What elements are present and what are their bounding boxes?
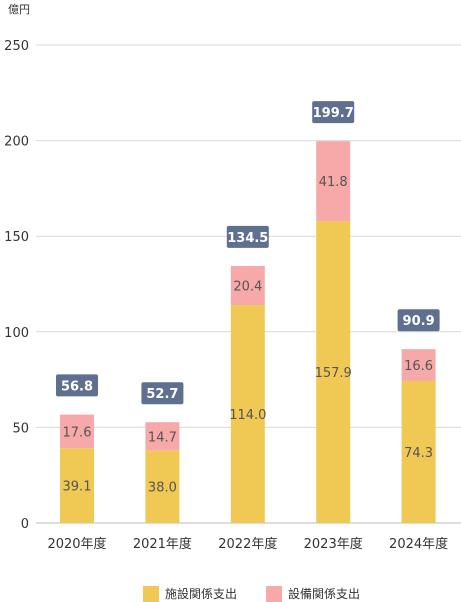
data-label: 114.0 bbox=[229, 408, 266, 423]
bar-segment-facility bbox=[230, 305, 265, 523]
legend-swatch-facility bbox=[143, 586, 159, 602]
x-tick-label: 2021年度 bbox=[133, 536, 192, 552]
data-label: 74.3 bbox=[404, 446, 433, 461]
x-tick-label: 2020年度 bbox=[47, 536, 106, 552]
total-badge bbox=[312, 101, 355, 124]
bars-layer bbox=[60, 141, 436, 523]
y-tick-label: 50 bbox=[12, 421, 29, 436]
total-badge bbox=[397, 309, 440, 332]
data-label: 16.6 bbox=[404, 359, 433, 374]
y-tick-label: 100 bbox=[4, 326, 29, 341]
bar-segment-equipment bbox=[230, 266, 265, 306]
data-label: 20.4 bbox=[233, 280, 262, 295]
y-tick-label: 0 bbox=[21, 517, 29, 532]
total-badge bbox=[226, 225, 269, 248]
total-badge bbox=[56, 374, 98, 397]
total-label: 199.7 bbox=[313, 106, 354, 121]
legend-swatch-equipment bbox=[266, 586, 282, 602]
bar-segment-equipment bbox=[60, 414, 94, 449]
y-tick-label: 250 bbox=[4, 39, 29, 54]
data-label: 17.6 bbox=[63, 425, 92, 440]
y-tick-label: 200 bbox=[4, 135, 29, 150]
labels-layer: 39.1 17.6 56.8 2020年度 38.0 14.7 52.7 2021年度 114.… bbox=[47, 101, 448, 552]
total-label: 90.9 bbox=[403, 314, 435, 329]
bar-segment-equipment bbox=[145, 422, 180, 451]
data-label: 39.1 bbox=[63, 480, 92, 495]
x-tick-label: 2023年度 bbox=[304, 536, 363, 552]
bar-segment-facility bbox=[145, 450, 180, 523]
total-badge bbox=[141, 382, 184, 405]
data-label: 41.8 bbox=[319, 175, 348, 190]
bar-segment-facility bbox=[401, 380, 436, 523]
bar-segment-equipment bbox=[401, 349, 436, 381]
y-axis-unit-label: 億円 bbox=[8, 3, 30, 16]
data-label: 38.0 bbox=[148, 481, 177, 496]
bar-segment-facility bbox=[316, 221, 351, 523]
total-label: 56.8 bbox=[61, 379, 93, 394]
total-label: 134.5 bbox=[227, 231, 268, 246]
data-label: 157.9 bbox=[315, 366, 352, 381]
bar-segment-facility bbox=[60, 448, 94, 523]
total-label: 52.7 bbox=[146, 387, 178, 402]
y-tick-label: 150 bbox=[4, 230, 29, 245]
x-tick-label: 2024年度 bbox=[389, 536, 448, 552]
x-tick-label: 2022年度 bbox=[218, 536, 277, 552]
bar-segment-equipment bbox=[316, 141, 351, 222]
data-label: 14.7 bbox=[148, 430, 177, 445]
legend-label-facility: 施設関係支出 bbox=[165, 586, 237, 601]
legend: 施設関係支出 設備関係支出 bbox=[143, 586, 360, 602]
legend-label-equipment: 設備関係支出 bbox=[288, 586, 360, 601]
